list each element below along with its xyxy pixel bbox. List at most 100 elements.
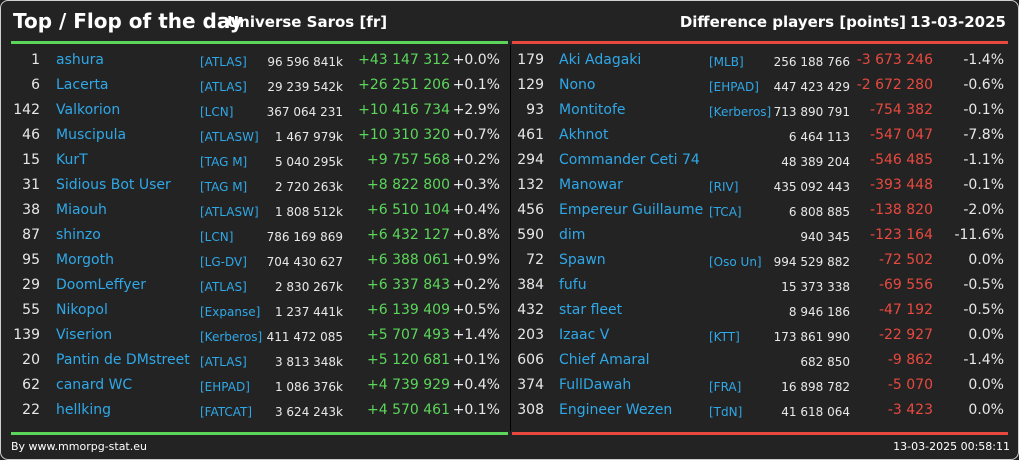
player-rank: 590 xyxy=(517,227,544,243)
player-alliance-link[interactable]: [EHPAD] xyxy=(200,380,250,394)
player-alliance-link[interactable]: [TAG M] xyxy=(200,155,248,169)
player-rank: 179 xyxy=(517,52,544,68)
player-percent-change: +0.4% xyxy=(452,202,500,218)
player-name-link[interactable]: hellking xyxy=(56,402,112,418)
player-percent-change: +0.1% xyxy=(452,352,500,368)
player-alliance-link[interactable]: [ATLAS] xyxy=(200,355,247,369)
player-percent-change: -0.6% xyxy=(963,77,1004,93)
player-alliance-link[interactable]: [TdN] xyxy=(709,405,743,419)
player-name-link[interactable]: Spawn xyxy=(559,252,606,268)
player-row: 46 Muscipula [ATLASW] 1 467 979k +10 310 320… xyxy=(11,123,508,148)
player-name-link[interactable]: Morgoth xyxy=(56,252,114,268)
difference-label: Difference players [points] xyxy=(679,13,906,31)
player-name-link[interactable]: canard WC xyxy=(56,377,133,393)
player-row: 87 shinzo [LCN] 786 169 869 +6 432 127 +0.8% xyxy=(11,223,508,248)
player-alliance-link[interactable]: [EHPAD] xyxy=(709,80,759,94)
player-name-link[interactable]: Lacerta xyxy=(56,77,109,93)
player-points: 786 169 869 xyxy=(266,230,343,244)
player-alliance-link[interactable]: [Kerberos] xyxy=(709,105,772,119)
player-points: 29 239 542k xyxy=(267,80,343,94)
player-alliance-link[interactable]: [ATLAS] xyxy=(200,280,247,294)
player-percent-change: +1.4% xyxy=(452,327,500,343)
player-name-link[interactable]: Aki Adagaki xyxy=(559,52,642,68)
player-alliance-link[interactable]: [ATLAS] xyxy=(200,55,247,69)
player-alliance-link[interactable]: [TCA] xyxy=(709,205,742,219)
player-rank: 139 xyxy=(13,327,40,343)
player-name-link[interactable]: Nikopol xyxy=(56,302,108,318)
player-alliance-link[interactable]: [ATLAS] xyxy=(200,80,247,94)
player-percent-change: +0.5% xyxy=(452,302,500,318)
player-name-link[interactable]: star fleet xyxy=(559,302,623,318)
player-name-link[interactable]: FullDawah xyxy=(559,377,632,393)
flop-list-top-rule xyxy=(512,41,1008,44)
player-points-delta: -2 672 280 xyxy=(856,77,933,93)
player-points: 41 618 064 xyxy=(781,405,850,419)
player-name-link[interactable]: Empereur Guillaume xyxy=(559,202,704,218)
player-name-link[interactable]: Chief Amaral xyxy=(559,352,650,368)
player-name-link[interactable]: Izaac V xyxy=(559,327,610,343)
player-percent-change: -0.1% xyxy=(963,102,1004,118)
player-name-link[interactable]: Viserion xyxy=(56,327,113,343)
player-rank: 20 xyxy=(22,352,40,368)
player-name-link[interactable]: Manowar xyxy=(559,177,623,193)
player-name-link[interactable]: Nono xyxy=(559,77,596,93)
date-label: 13-03-2025 xyxy=(910,13,1006,31)
player-row: 606 Chief Amaral 682 850 -9 862 -1.4% xyxy=(512,348,1008,373)
footer-source[interactable]: By www.mmorpg-stat.eu xyxy=(11,440,147,453)
player-alliance-link[interactable]: [Expanse] xyxy=(200,305,261,319)
player-points: 2 830 267k xyxy=(274,280,343,294)
player-row: 456 Empereur Guillaume [TCA] 6 808 885 -138 … xyxy=(512,198,1008,223)
player-points: 1 237 441k xyxy=(274,305,343,319)
player-name-link[interactable]: Valkorion xyxy=(56,102,121,118)
player-alliance-link[interactable]: [Oso Un] xyxy=(709,255,762,269)
player-row: 1 ashura [ATLAS] 96 596 841k +43 147 312 +0.0… xyxy=(11,48,508,73)
player-name-link[interactable]: Miaouh xyxy=(56,202,107,218)
player-row: 129 Nono [EHPAD] 447 423 429 -2 672 280 -0.6% xyxy=(512,73,1008,98)
player-name-link[interactable]: fufu xyxy=(559,277,587,293)
player-rank: 374 xyxy=(517,377,544,393)
player-percent-change: +0.4% xyxy=(452,377,500,393)
player-alliance-link[interactable]: [LCN] xyxy=(200,105,234,119)
player-rank: 87 xyxy=(22,227,40,243)
player-row: 38 Miaouh [ATLASW] 1 808 512k +6 510 104 +0.4… xyxy=(11,198,508,223)
player-points-delta: -9 862 xyxy=(887,352,933,368)
player-row: 93 Montitofe [Kerberos] 713 890 791 -754 382… xyxy=(512,98,1008,123)
player-points-delta: -393 448 xyxy=(870,177,933,193)
player-alliance-link[interactable]: [TAG M] xyxy=(200,180,248,194)
top-list-top-rule xyxy=(11,41,508,44)
player-alliance-link[interactable]: [MLB] xyxy=(709,55,744,69)
universe-label: Universe Saros [fr] xyxy=(227,13,388,31)
player-name-link[interactable]: Montitofe xyxy=(559,102,626,118)
footer-timestamp: 13-03-2025 00:58:11 xyxy=(893,440,1010,453)
player-rank: 62 xyxy=(22,377,40,393)
player-points-delta: -5 070 xyxy=(887,377,933,393)
player-name-link[interactable]: Commander Ceti 74 xyxy=(559,152,700,168)
player-points-delta: +5 120 681 xyxy=(367,352,450,368)
player-name-link[interactable]: dim xyxy=(559,227,586,243)
player-points-delta: +10 416 734 xyxy=(358,102,450,118)
player-alliance-link[interactable]: [KTT] xyxy=(709,330,740,344)
player-name-link[interactable]: Sidious Bot User xyxy=(56,177,171,193)
player-name-link[interactable]: KurT xyxy=(56,152,88,168)
player-name-link[interactable]: DoomLeffyer xyxy=(56,277,147,293)
player-alliance-link[interactable]: [LG-DV] xyxy=(200,255,247,269)
player-name-link[interactable]: shinzo xyxy=(56,227,101,243)
player-name-link[interactable]: Engineer Wezen xyxy=(559,402,673,418)
player-alliance-link[interactable]: [Kerberos] xyxy=(200,330,263,344)
player-row: 139 Viserion [Kerberos] 411 472 085 +5 707 4… xyxy=(11,323,508,348)
player-rank: 15 xyxy=(22,152,40,168)
player-alliance-link[interactable]: [ATLASW] xyxy=(200,205,259,219)
player-alliance-link[interactable]: [RIV] xyxy=(709,180,739,194)
player-points: 682 850 xyxy=(800,355,850,369)
player-alliance-link[interactable]: [ATLASW] xyxy=(200,130,259,144)
player-name-link[interactable]: ashura xyxy=(56,52,104,68)
player-rank: 294 xyxy=(517,152,544,168)
player-points: 367 064 231 xyxy=(266,105,343,119)
player-alliance-link[interactable]: [LCN] xyxy=(200,230,234,244)
player-name-link[interactable]: Muscipula xyxy=(56,127,127,143)
player-name-link[interactable]: Pantin de DMstreet xyxy=(56,352,190,368)
player-points: 15 373 338 xyxy=(781,280,850,294)
player-name-link[interactable]: Akhnot xyxy=(559,127,609,143)
player-alliance-link[interactable]: [FATCAT] xyxy=(200,405,253,419)
player-alliance-link[interactable]: [FRA] xyxy=(709,380,742,394)
